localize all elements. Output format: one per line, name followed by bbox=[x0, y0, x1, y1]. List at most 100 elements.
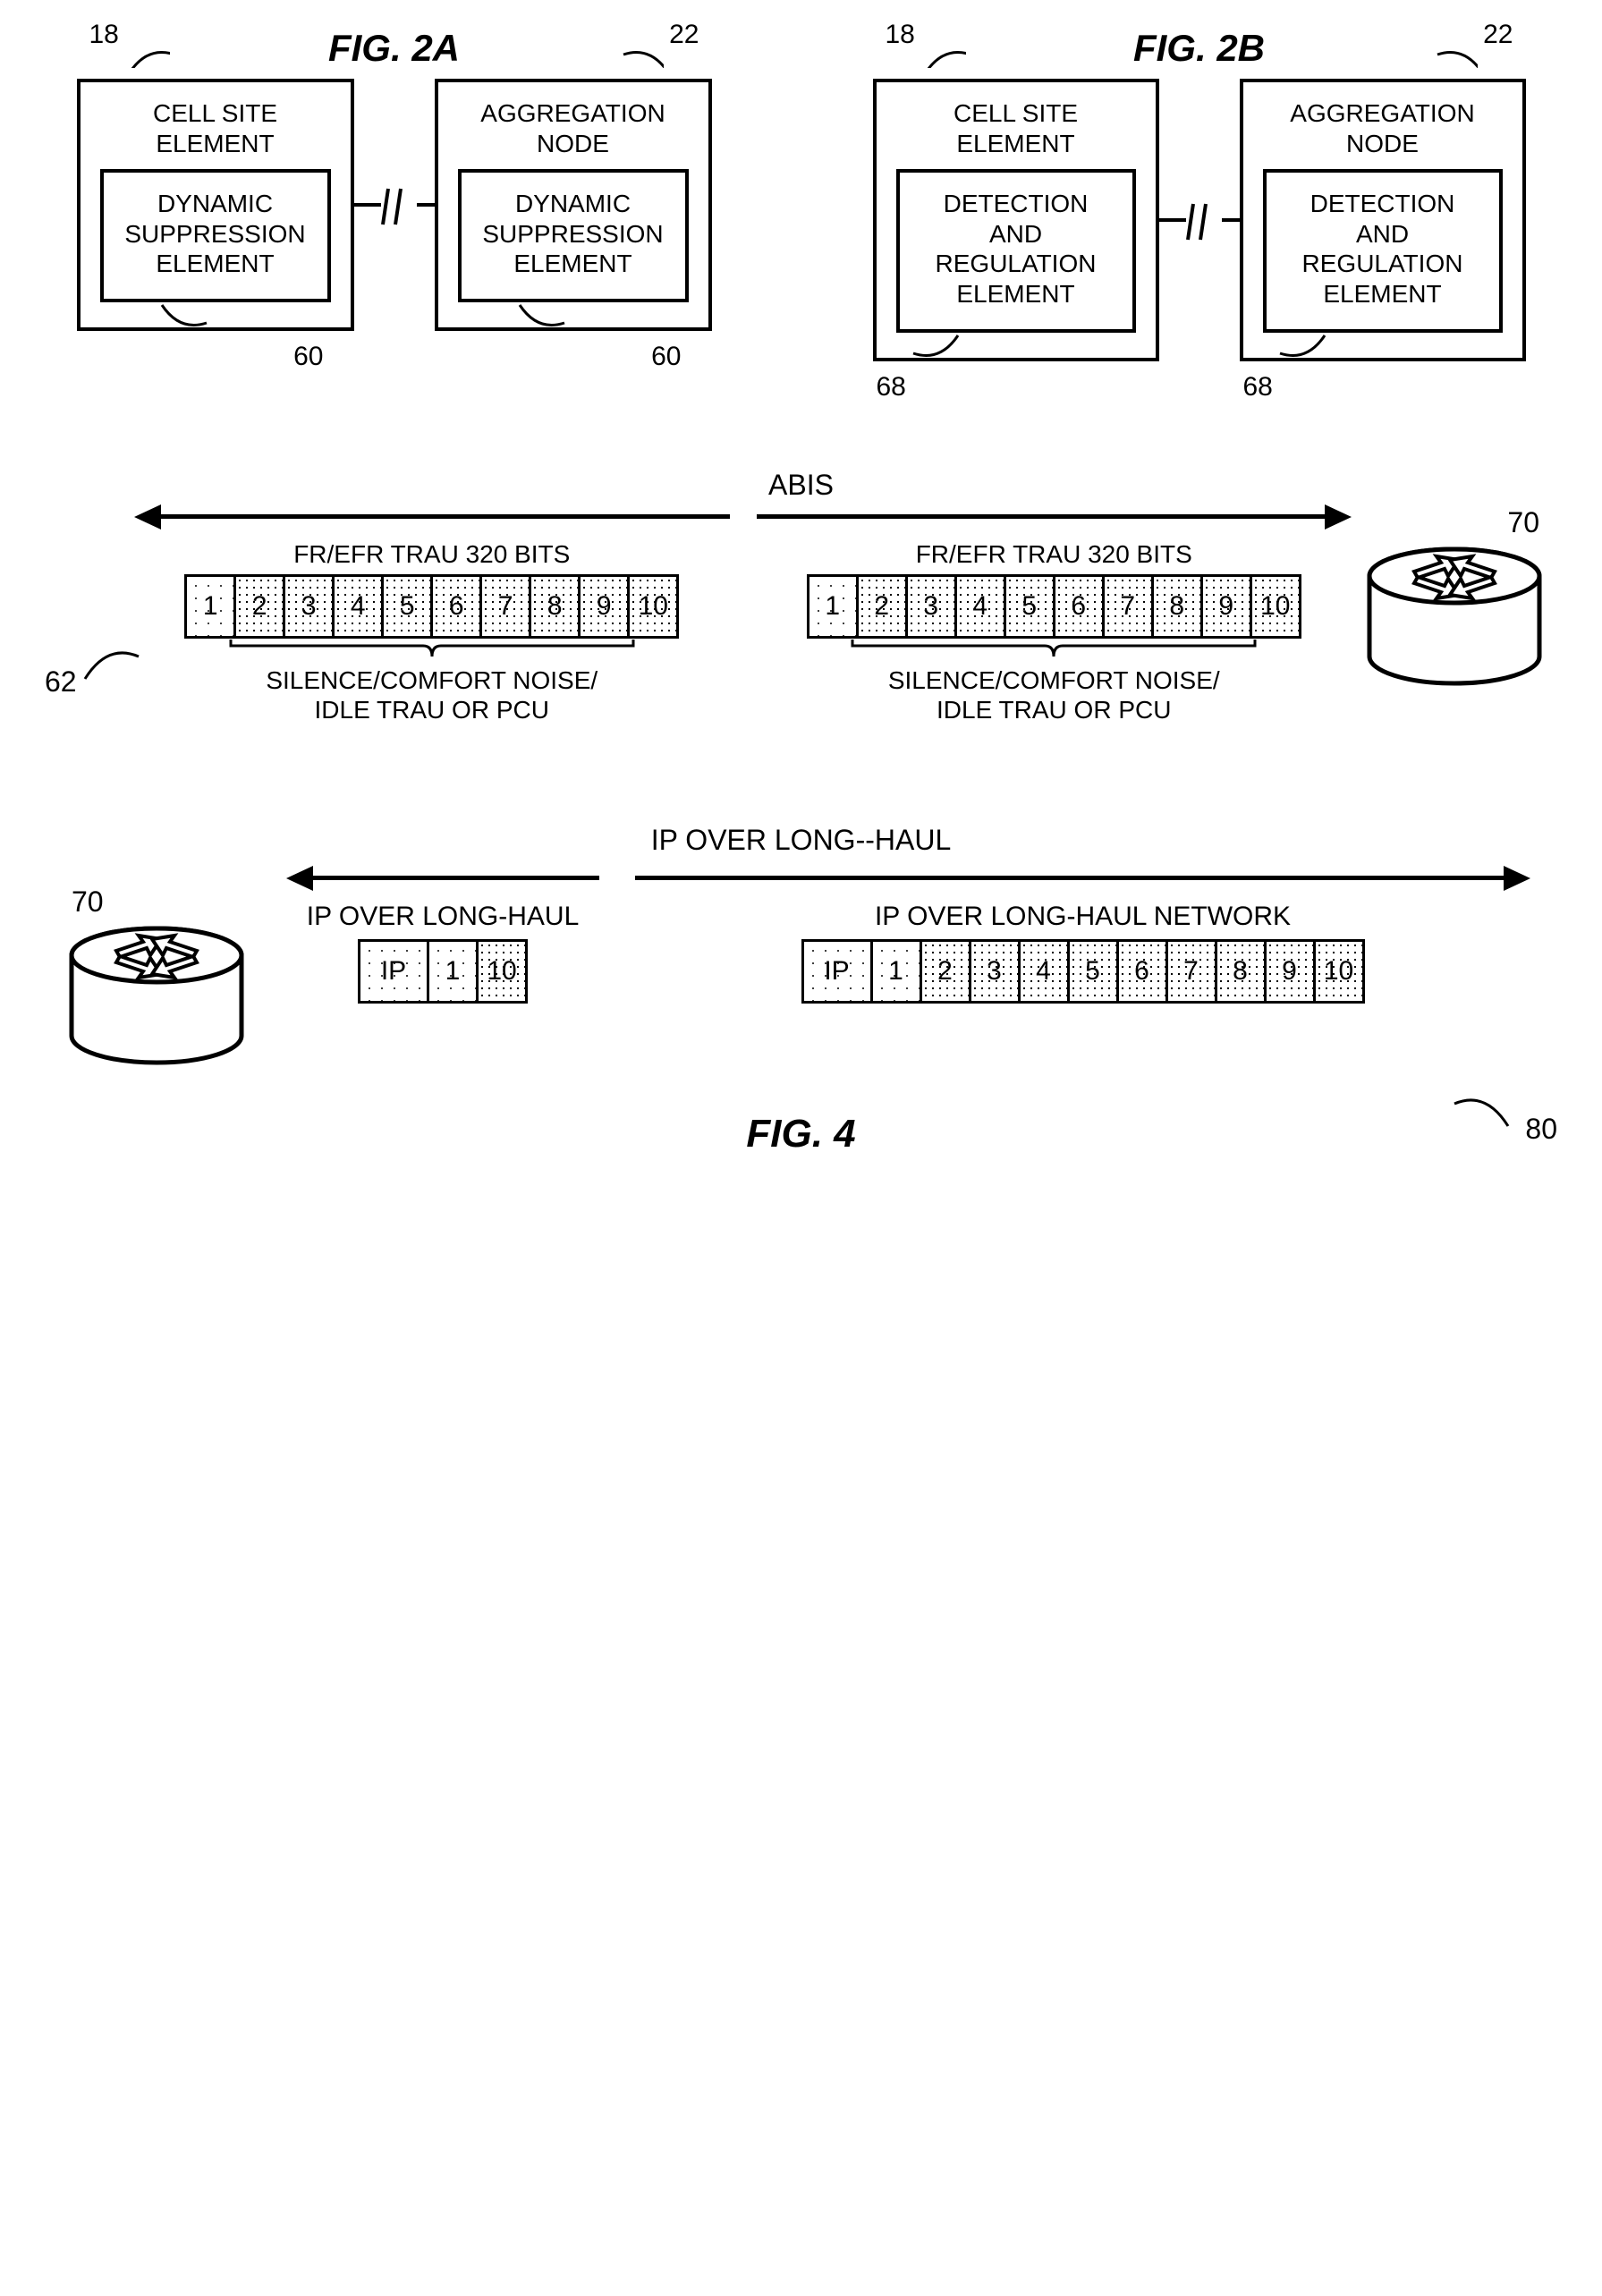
ip-cell: 8 bbox=[1215, 939, 1267, 1004]
inner-line1: DYNAMIC bbox=[515, 190, 631, 217]
trau-cell: 3 bbox=[283, 574, 335, 639]
router-icon bbox=[1360, 540, 1548, 692]
trau-cell: 7 bbox=[1102, 574, 1154, 639]
trau-cell: 5 bbox=[381, 574, 433, 639]
ref-68: 68 bbox=[877, 372, 906, 402]
arrow-head-left bbox=[286, 866, 313, 891]
arrow-head-left bbox=[134, 504, 161, 530]
trau-bottom-label: SILENCE/COMFORT NOISE/ IDLE TRAU OR PCU bbox=[266, 665, 598, 725]
router-right: 70 bbox=[1360, 540, 1548, 697]
trau-bottom-l2: IDLE TRAU OR PCU bbox=[315, 696, 549, 724]
ref-arc bbox=[157, 301, 211, 336]
fig-2b-title: FIG. 2B bbox=[1133, 27, 1265, 70]
cell-site-title: CELL SITE ELEMENT bbox=[896, 98, 1136, 158]
ref-arc bbox=[619, 41, 664, 68]
inner-line1: DYNAMIC bbox=[157, 190, 273, 217]
trau-group-left: FR/EFR TRAU 320 BITS 12345678910 SILENCE… bbox=[134, 540, 730, 725]
dynamic-suppression-box: DYNAMIC SUPPRESSION ELEMENT bbox=[100, 169, 331, 302]
abis-row: FR/EFR TRAU 320 BITS 12345678910 SILENCE… bbox=[27, 469, 1575, 725]
ip-cell: 10 bbox=[1313, 939, 1365, 1004]
trau-cell: 5 bbox=[1004, 574, 1055, 639]
trau-cell: 10 bbox=[1250, 574, 1301, 639]
aggregation-title: AGGREGATION NODE bbox=[458, 98, 689, 158]
ip-cell: 4 bbox=[1018, 939, 1070, 1004]
inner-line2: SUPPRESSION bbox=[124, 220, 305, 248]
title-line2: NODE bbox=[1346, 130, 1419, 157]
ip-row: 70 IP OVER LONG-HAUL IP110 IP OVER LONG-… bbox=[27, 866, 1575, 1076]
detection-regulation-box: DETECTION AND REGULATION ELEMENT bbox=[896, 169, 1136, 332]
cell-site-element-box: 18 CELL SITE ELEMENT DYNAMIC SUPPRESSION… bbox=[77, 79, 354, 331]
arrow-right bbox=[635, 866, 1530, 891]
arrow-left bbox=[134, 504, 730, 530]
connector bbox=[354, 203, 435, 207]
trau-cell: 1 bbox=[184, 574, 236, 639]
aggregation-node-box: 22 AGGREGATION NODE DYNAMIC SUPPRESSION … bbox=[435, 79, 712, 331]
ip-long-haul-left-label: IP OVER LONG-HAUL bbox=[286, 902, 599, 932]
trau-cell: 8 bbox=[529, 574, 581, 639]
abis-label: ABIS bbox=[768, 469, 834, 502]
arrow-shaft bbox=[161, 514, 730, 519]
trau-cell: 6 bbox=[1053, 574, 1105, 639]
ip-cell: IP bbox=[358, 939, 429, 1004]
title-line2: ELEMENT bbox=[956, 130, 1074, 157]
title-line1: AGGREGATION bbox=[1290, 99, 1474, 127]
trau-cell: 9 bbox=[1200, 574, 1252, 639]
arrow-shaft bbox=[635, 876, 1504, 880]
fig-2a-pair: 18 CELL SITE ELEMENT DYNAMIC SUPPRESSION… bbox=[77, 79, 712, 331]
bracket bbox=[222, 637, 642, 660]
fig2-row: FIG. 2A 18 CELL SITE ELEMENT DYNAMIC SUP… bbox=[27, 27, 1575, 361]
ip-cell: 3 bbox=[969, 939, 1021, 1004]
fig-4: 6 2 ABIS FR/EFR TRAU 320 BITS 12345678910… bbox=[27, 469, 1575, 1156]
trau-cell: 3 bbox=[905, 574, 957, 639]
ref-80: 80 bbox=[1525, 1113, 1557, 1146]
ip-cell: 6 bbox=[1116, 939, 1168, 1004]
trau-bottom-l2: IDLE TRAU OR PCU bbox=[937, 696, 1171, 724]
title-line1: AGGREGATION bbox=[480, 99, 665, 127]
trau-bottom-l1: SILENCE/COMFORT NOISE/ bbox=[266, 666, 598, 694]
ref-arc bbox=[515, 301, 569, 336]
ip-cell: IP bbox=[801, 939, 873, 1004]
fig-4-title: FIG. 4 bbox=[27, 1112, 1575, 1156]
trau-top-label: FR/EFR TRAU 320 BITS bbox=[916, 540, 1192, 569]
arrow-left bbox=[286, 866, 599, 891]
trau-cell: 1 bbox=[807, 574, 859, 639]
ref-60: 60 bbox=[651, 342, 681, 372]
dynamic-suppression-box: DYNAMIC SUPPRESSION ELEMENT bbox=[458, 169, 689, 302]
trau-top-label: FR/EFR TRAU 320 BITS bbox=[293, 540, 570, 569]
trau-cell: 7 bbox=[479, 574, 531, 639]
ref-arc bbox=[1450, 1086, 1513, 1131]
aggregation-title: AGGREGATION NODE bbox=[1263, 98, 1503, 158]
ip-cell: 2 bbox=[920, 939, 971, 1004]
ref-70: 70 bbox=[1507, 506, 1539, 539]
connector bbox=[1159, 218, 1240, 222]
trau-cell: 4 bbox=[332, 574, 384, 639]
ref-68: 68 bbox=[1243, 372, 1273, 402]
ip-long-haul-right-label: IP OVER LONG-HAUL NETWORK bbox=[635, 902, 1530, 932]
title-line1: CELL SITE bbox=[153, 99, 277, 127]
trau-bottom-l1: SILENCE/COMFORT NOISE/ bbox=[888, 666, 1220, 694]
trau-cell: 6 bbox=[430, 574, 482, 639]
inner-line2: SUPPRESSION bbox=[482, 220, 663, 248]
connector-break bbox=[1186, 202, 1213, 238]
ref-22: 22 bbox=[1483, 20, 1513, 50]
bracket bbox=[843, 637, 1264, 660]
detection-regulation-box: DETECTION AND REGULATION ELEMENT bbox=[1263, 169, 1503, 332]
cell-site-element-box: 18 CELL SITE ELEMENT DETECTION AND REGUL… bbox=[873, 79, 1159, 361]
ip-cell: 1 bbox=[870, 939, 922, 1004]
fig-2b: FIG. 2B 18 CELL SITE ELEMENT DETECTION A… bbox=[873, 27, 1526, 361]
ip-cell: 7 bbox=[1165, 939, 1217, 1004]
arrow-right bbox=[757, 504, 1352, 530]
ip-cells-left: IP110 bbox=[358, 939, 528, 1004]
ip-cell: 1 bbox=[427, 939, 479, 1004]
trau-group-right: FR/EFR TRAU 320 BITS 12345678910 SILENCE… bbox=[757, 540, 1352, 725]
aggregation-node-box: 22 AGGREGATION NODE DETECTION AND REGULA… bbox=[1240, 79, 1526, 361]
trau-cell: 8 bbox=[1151, 574, 1203, 639]
ip-cells-right: IP12345678910 bbox=[801, 939, 1365, 1004]
arrow-shaft bbox=[313, 876, 599, 880]
inner-line2: REGULATION bbox=[936, 250, 1097, 277]
title-line2: ELEMENT bbox=[156, 130, 274, 157]
trau-cells-left: 12345678910 bbox=[184, 574, 679, 639]
cell-site-title: CELL SITE ELEMENT bbox=[100, 98, 331, 158]
inner-line3: ELEMENT bbox=[156, 250, 274, 277]
ref-arc bbox=[921, 41, 966, 68]
